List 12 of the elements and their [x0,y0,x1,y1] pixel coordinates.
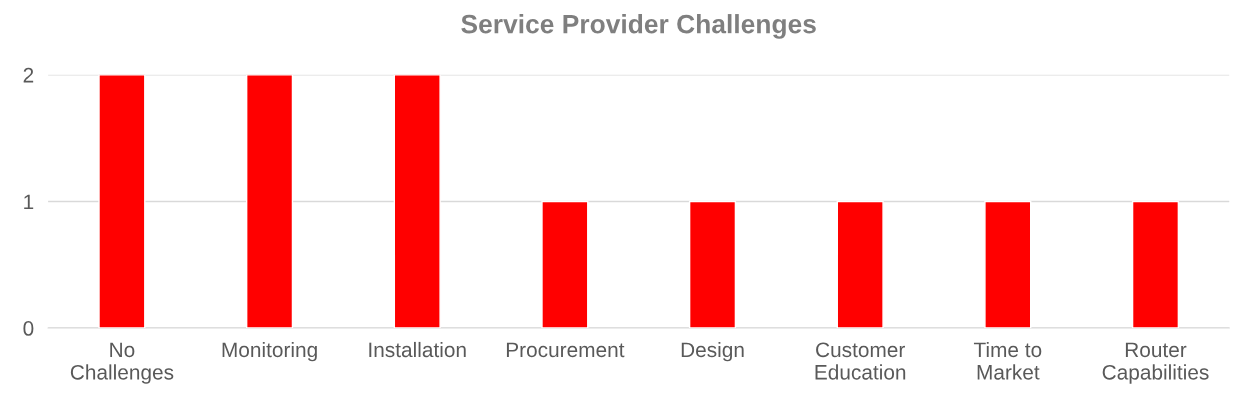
x-tick-label: Design [681,341,744,362]
y-tick-label: 0 [23,321,34,336]
x-tick-label: No Challenges [70,342,174,384]
y-tick-label: 1 [24,194,34,209]
chart-title: Service Provider Challenges [461,14,816,39]
y-tick-label: 2 [23,67,34,83]
x-tick-label: Procurement [506,342,625,358]
x-tick-label: Router Capabilities [1102,342,1209,384]
x-tick-label: Installation [369,341,466,358]
x-tick-label: Time to Market [973,341,1042,380]
x-tick-label: Monitoring [222,341,317,362]
x-tick-label: Customer Education [815,342,906,380]
